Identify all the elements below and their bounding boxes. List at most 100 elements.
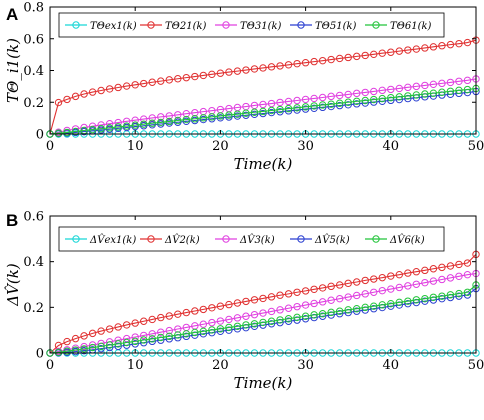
data-point bbox=[446, 262, 455, 270]
data-point bbox=[404, 297, 412, 305]
data-point bbox=[318, 101, 327, 109]
series-3 bbox=[46, 269, 480, 357]
data-point bbox=[174, 331, 182, 339]
y-tick-label: 0.8 bbox=[23, 1, 44, 16]
legend-swatch-marker bbox=[222, 235, 230, 243]
data-point bbox=[182, 330, 191, 338]
data-point bbox=[216, 325, 225, 333]
data-point bbox=[122, 321, 131, 329]
data-point bbox=[361, 88, 369, 97]
series-2 bbox=[46, 250, 480, 357]
data-point bbox=[63, 95, 71, 104]
data-point bbox=[157, 333, 165, 342]
legend-label: TΘ61(k) bbox=[390, 21, 432, 32]
data-point bbox=[335, 307, 344, 315]
data-point bbox=[165, 326, 173, 335]
data-point bbox=[412, 280, 421, 288]
data-point bbox=[301, 287, 310, 295]
data-point bbox=[105, 341, 114, 349]
series-5 bbox=[46, 84, 480, 138]
data-point bbox=[182, 332, 191, 341]
data-point bbox=[344, 98, 352, 106]
data-point bbox=[174, 310, 182, 318]
data-point bbox=[157, 77, 165, 85]
data-point bbox=[63, 347, 71, 355]
data-point bbox=[242, 111, 250, 119]
data-point bbox=[284, 104, 293, 113]
x-tick-label: 0 bbox=[46, 358, 54, 373]
legend-swatch-marker bbox=[72, 21, 80, 29]
data-point bbox=[318, 103, 327, 112]
data-point bbox=[233, 110, 242, 118]
legend-label: ΔV̂3(k) bbox=[239, 234, 275, 246]
legend-label: TΘ51(k) bbox=[315, 21, 357, 32]
y-axis-label: ΔV̂(k) bbox=[4, 263, 22, 307]
data-point bbox=[395, 47, 404, 55]
data-point bbox=[191, 115, 199, 123]
data-point bbox=[455, 260, 463, 269]
data-point bbox=[395, 298, 404, 307]
data-point bbox=[438, 88, 446, 96]
data-point bbox=[335, 310, 344, 318]
data-point bbox=[463, 38, 472, 47]
legend-label: TΘ21(k) bbox=[165, 21, 207, 32]
data-point bbox=[327, 100, 335, 108]
data-point bbox=[105, 124, 114, 132]
data-point bbox=[301, 301, 310, 309]
chart-panel-B: B 0 10 20 30 40 50 0 0.2 0.4 0.6 Time(k) ΔV̂(k) ΔV̂ex… bbox=[4, 210, 484, 393]
legend-label: ΔV̂2(k) bbox=[164, 234, 200, 246]
legend-item: ΔV̂6(k) bbox=[365, 234, 425, 246]
x-tick-label: 20 bbox=[212, 139, 229, 154]
data-point bbox=[97, 344, 105, 353]
data-point bbox=[429, 43, 438, 51]
data-point bbox=[293, 104, 301, 112]
data-point bbox=[301, 59, 310, 67]
data-point bbox=[327, 296, 335, 304]
data-point bbox=[438, 42, 446, 50]
data-point bbox=[344, 306, 352, 314]
data-point bbox=[140, 317, 148, 325]
series-line bbox=[49, 87, 477, 135]
data-point bbox=[148, 330, 156, 338]
x-tick-label: 10 bbox=[127, 358, 144, 373]
data-point bbox=[446, 291, 455, 299]
data-point bbox=[105, 119, 114, 128]
data-point bbox=[284, 315, 293, 323]
data-point bbox=[140, 79, 148, 88]
data-point bbox=[233, 112, 242, 120]
legend-swatch-marker bbox=[372, 235, 380, 243]
data-point bbox=[140, 120, 148, 128]
series-line bbox=[49, 253, 477, 354]
data-point bbox=[250, 65, 259, 73]
legend-swatch-marker bbox=[72, 235, 80, 243]
legend-item: ΔV̂ex1(k) bbox=[65, 234, 136, 246]
data-point bbox=[259, 100, 267, 109]
data-point bbox=[353, 97, 361, 105]
data-point bbox=[421, 266, 429, 275]
data-point bbox=[199, 305, 208, 314]
data-point bbox=[318, 284, 327, 292]
data-point bbox=[353, 278, 361, 286]
data-point bbox=[250, 110, 259, 119]
data-point bbox=[199, 71, 208, 80]
data-point bbox=[71, 127, 80, 136]
data-point bbox=[199, 114, 208, 122]
data-point bbox=[310, 311, 318, 319]
data-point bbox=[421, 294, 429, 303]
y-tick-label: 0.6 bbox=[23, 32, 44, 47]
data-point bbox=[165, 332, 173, 341]
data-point bbox=[335, 101, 344, 110]
series-line bbox=[49, 78, 477, 135]
data-point bbox=[267, 320, 276, 328]
data-point bbox=[318, 298, 327, 306]
data-point bbox=[387, 302, 395, 310]
data-point bbox=[259, 294, 267, 303]
data-point bbox=[318, 56, 327, 65]
legend-label: TΘ31(k) bbox=[240, 21, 282, 32]
legend-swatch-marker bbox=[147, 21, 155, 29]
data-point bbox=[438, 275, 446, 284]
legend-item: TΘex1(k) bbox=[65, 21, 137, 32]
data-point bbox=[148, 337, 156, 346]
data-point bbox=[88, 329, 97, 338]
data-point bbox=[293, 96, 301, 105]
